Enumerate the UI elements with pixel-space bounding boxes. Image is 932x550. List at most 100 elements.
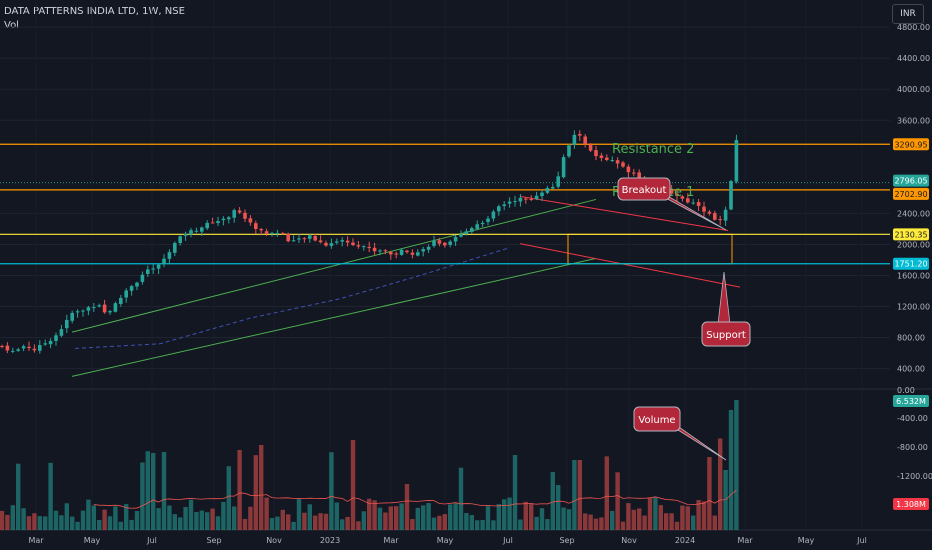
time-tick-label: May (798, 536, 815, 545)
candle-body (669, 189, 674, 194)
candle-body (534, 195, 539, 200)
volume-bar (350, 440, 356, 530)
volume-bar (680, 505, 685, 530)
volume-bar (599, 517, 604, 530)
volume-bar (0, 510, 5, 530)
volume-bar (626, 503, 631, 530)
candle-body (318, 240, 323, 243)
volume-bar (448, 504, 453, 530)
price-tag-bg (893, 138, 929, 151)
volume-bar (151, 452, 156, 530)
candle-body (507, 201, 512, 204)
candle-body (632, 172, 636, 174)
candle-body (545, 188, 550, 193)
volume-bar (113, 506, 118, 530)
volume-bar (75, 521, 80, 530)
candle-body (270, 232, 274, 234)
volume-bar (134, 511, 140, 530)
time-tick-label: May (84, 536, 101, 545)
volume-bar (669, 513, 674, 530)
volume-bar (620, 521, 626, 530)
volume-bar (48, 462, 53, 530)
candle-body (529, 199, 533, 201)
candle-body (324, 242, 328, 246)
candle-body (626, 166, 631, 173)
volume-bar (377, 507, 383, 530)
volume-bar (329, 452, 334, 530)
candle-body (286, 233, 290, 242)
candle-body (308, 235, 312, 239)
volume-bar (647, 497, 653, 530)
volume-bar (280, 509, 285, 530)
candle-body (92, 307, 96, 309)
volume-bar (215, 516, 221, 530)
candle-body (691, 202, 695, 204)
candle-body (567, 145, 571, 157)
price-axis[interactable]: 4800.00 4400.00 4000.00 3600.00 2400.00 2000.… (897, 23, 930, 373)
time-tick-label: Nov (266, 536, 282, 545)
volume-bar (523, 501, 528, 530)
volume-callout-box (633, 406, 681, 432)
volume-bar (507, 497, 512, 530)
volume-bar (345, 516, 350, 530)
volume-bar (631, 509, 636, 530)
volume-bar (707, 457, 712, 530)
volume-bar (464, 512, 469, 530)
candle-body (0, 345, 4, 347)
volume-bar (86, 499, 91, 530)
candle-body (475, 224, 479, 229)
price-tick-label: 400.00 (897, 365, 925, 374)
candle-body (5, 345, 10, 351)
flag-upper-line (519, 195, 729, 231)
volume-bar (302, 512, 307, 530)
volume-tick-label: -800.00 (897, 443, 928, 452)
volume-bar (453, 503, 458, 530)
time-tick-label: May (437, 536, 454, 545)
candle-body (453, 237, 458, 242)
volume-bar (577, 460, 582, 530)
candle-body (383, 250, 388, 252)
candle-body (113, 303, 118, 312)
candle-body (243, 212, 247, 219)
time-axis[interactable]: Mar May Jul Sep Nov 2023 Mar May Jul Sep Nov 2024 Ma… (28, 536, 866, 545)
candle-body (491, 211, 496, 219)
candle-body (518, 197, 523, 202)
candle-body (578, 134, 582, 136)
volume-indicator-label: Vol (4, 20, 19, 31)
volume-bar (458, 467, 464, 530)
volume-bar (226, 466, 231, 530)
volume-bar (232, 506, 237, 530)
price-tag-bg (893, 174, 929, 187)
price-tag-label: 2702.90 (894, 190, 927, 199)
candle-body (351, 242, 355, 246)
volume-bar (323, 513, 329, 530)
candle-body (718, 219, 722, 221)
candle-body (637, 172, 641, 178)
currency-button[interactable]: INR (892, 4, 924, 24)
time-tick-label: Jul (856, 536, 867, 545)
volume-tag-label: 6.532M (896, 397, 926, 406)
candle-body (540, 192, 544, 197)
candle-body (221, 218, 226, 221)
candles (0, 130, 739, 354)
candle-body (173, 243, 177, 253)
candle-body (205, 222, 209, 229)
candle-body (389, 251, 393, 255)
volume-bar (145, 451, 150, 530)
candle-body (713, 213, 717, 220)
price-tag-label: 1751.20 (894, 260, 927, 269)
candle-body (686, 198, 690, 203)
candle-body (680, 196, 685, 199)
breakout-callout-label: Breakout (622, 185, 667, 196)
volume-axis[interactable]: 0.00 -400.00 -800.00 -1200.00 (897, 386, 932, 481)
volume-bar (426, 503, 431, 530)
time-tick-label: Mar (383, 536, 399, 545)
volume-bar (664, 513, 669, 530)
price-tick-label: 1200.00 (897, 303, 930, 312)
candle-body (345, 240, 350, 243)
volume-bar (421, 505, 426, 530)
volume-bar (604, 456, 609, 530)
candle-body (335, 241, 339, 243)
volume-bar (194, 511, 199, 530)
